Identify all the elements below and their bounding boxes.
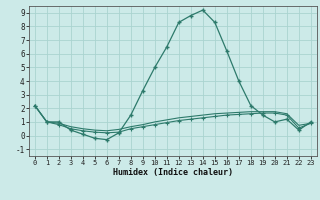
X-axis label: Humidex (Indice chaleur): Humidex (Indice chaleur): [113, 168, 233, 177]
